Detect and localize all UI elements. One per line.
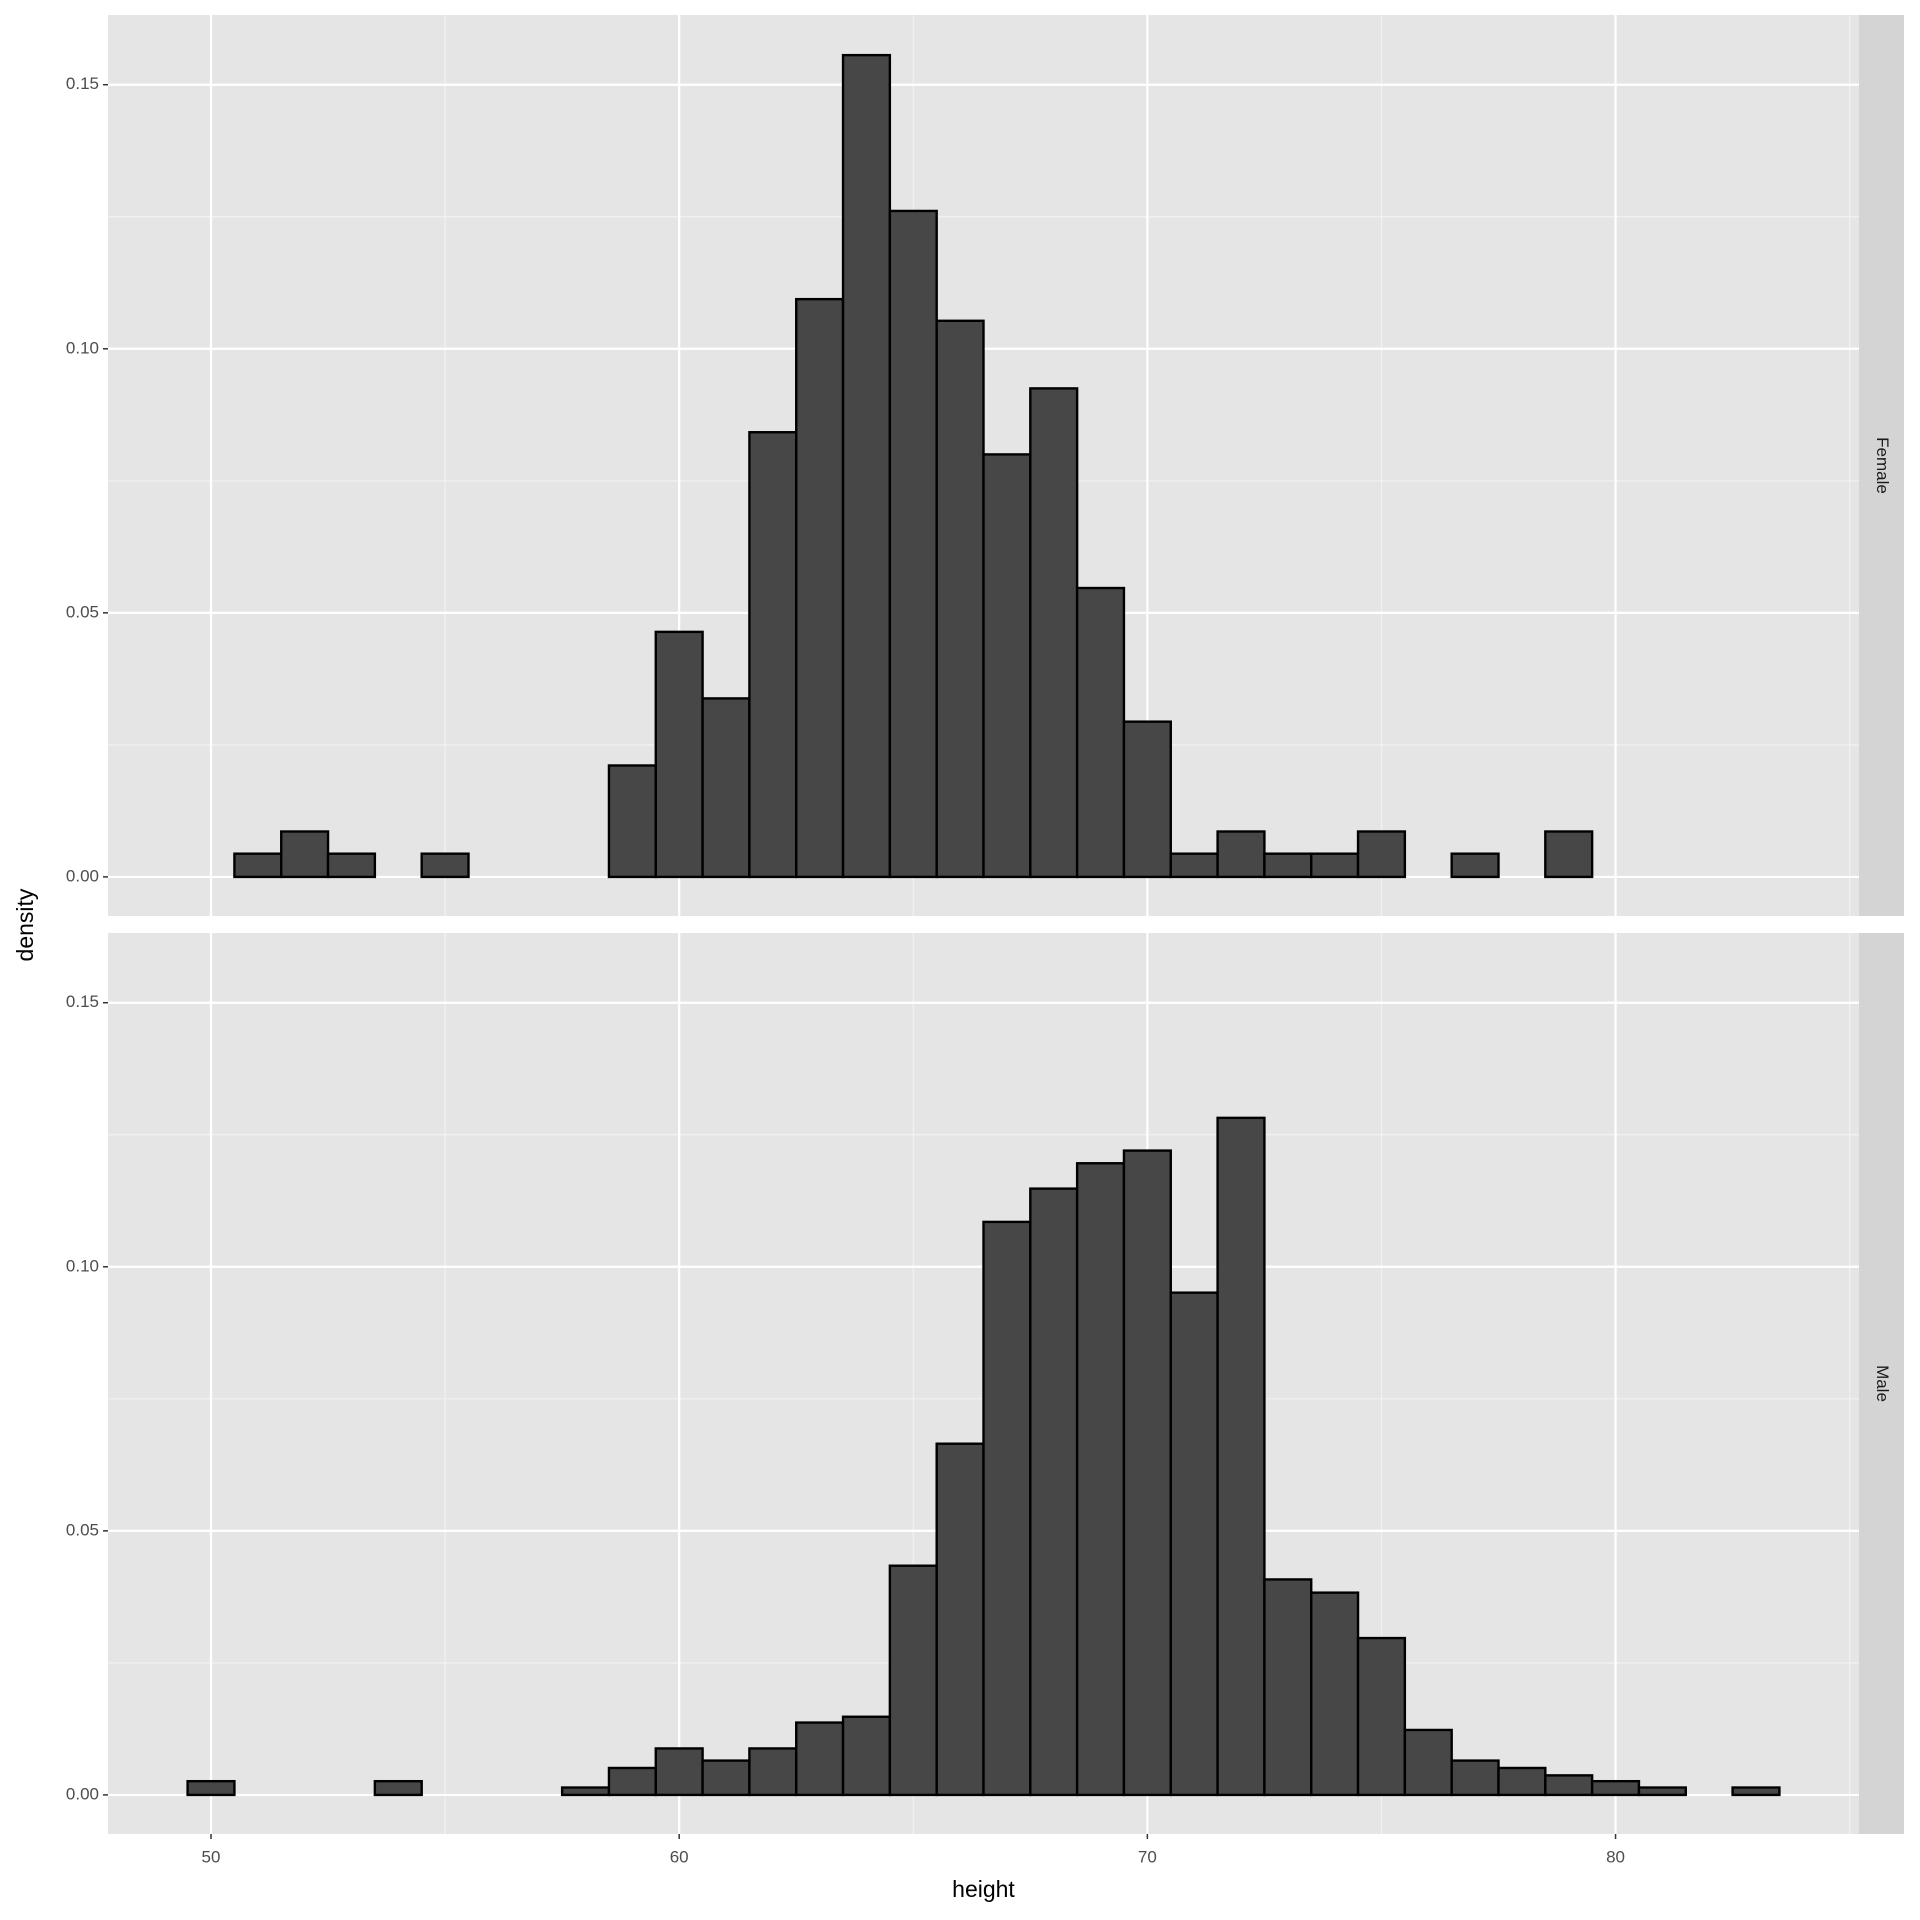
bar — [1497, 1766, 1547, 1797]
bar — [654, 1747, 704, 1797]
facet-label: Female — [1873, 437, 1892, 494]
bar — [982, 453, 1032, 879]
bar — [1450, 1759, 1500, 1797]
bar — [186, 1779, 236, 1797]
bar — [935, 1442, 985, 1797]
bar — [748, 431, 798, 879]
bar — [1216, 830, 1266, 879]
bar — [1731, 1786, 1781, 1797]
bar — [1122, 720, 1172, 879]
bar — [1637, 1786, 1687, 1797]
y-axis-title: density — [12, 888, 38, 961]
bar — [935, 319, 985, 879]
facet-strip — [1859, 933, 1904, 1834]
bar — [841, 1715, 892, 1797]
bar — [420, 852, 470, 879]
y-tick-label: 0.05 — [66, 1520, 99, 1539]
facet-strip — [1859, 15, 1904, 916]
bar — [1122, 1149, 1172, 1797]
bar — [1216, 1116, 1266, 1797]
bar — [701, 697, 751, 879]
bar — [1310, 852, 1360, 879]
bar — [1356, 1636, 1407, 1797]
y-tick-label: 0.00 — [66, 866, 99, 885]
bar — [280, 830, 330, 879]
x-tick-label: 70 — [1138, 1847, 1157, 1866]
y-tick-label: 0.15 — [66, 74, 99, 93]
bar — [1450, 852, 1500, 879]
x-tick-label: 60 — [670, 1847, 689, 1866]
x-tick-label: 80 — [1606, 1847, 1625, 1866]
bar — [1075, 1162, 1126, 1797]
bar — [1029, 1187, 1079, 1797]
bar — [1169, 1291, 1219, 1797]
x-tick-label: 50 — [202, 1847, 221, 1866]
bar — [795, 1721, 845, 1797]
bar — [1310, 1591, 1360, 1797]
bar — [1029, 387, 1079, 879]
bar — [1263, 1578, 1313, 1797]
bar — [841, 53, 892, 879]
bar — [888, 1564, 938, 1797]
bar — [1544, 830, 1594, 879]
y-tick-label: 0.10 — [66, 338, 99, 357]
bar — [607, 1766, 657, 1797]
bar — [748, 1747, 798, 1797]
bar — [326, 852, 377, 879]
bar — [1075, 586, 1126, 879]
bar — [1544, 1774, 1594, 1797]
bar — [1590, 1779, 1641, 1797]
bar — [1356, 830, 1407, 879]
bar — [1169, 852, 1219, 879]
y-tick-label: 0.15 — [66, 992, 99, 1011]
bar — [888, 209, 938, 879]
bar — [1263, 852, 1313, 879]
facet-label: Male — [1873, 1365, 1892, 1402]
bar — [233, 852, 283, 879]
y-tick-label: 0.00 — [66, 1784, 99, 1803]
bar — [795, 297, 845, 879]
bar — [654, 630, 704, 879]
x-axis-title: height — [952, 1876, 1015, 1902]
bar — [701, 1759, 751, 1797]
bar — [607, 764, 657, 879]
bar — [1403, 1728, 1453, 1797]
bar — [982, 1220, 1032, 1797]
bar — [560, 1786, 611, 1797]
y-tick-label: 0.05 — [66, 602, 99, 621]
bar — [373, 1779, 423, 1797]
y-tick-label: 0.10 — [66, 1256, 99, 1275]
